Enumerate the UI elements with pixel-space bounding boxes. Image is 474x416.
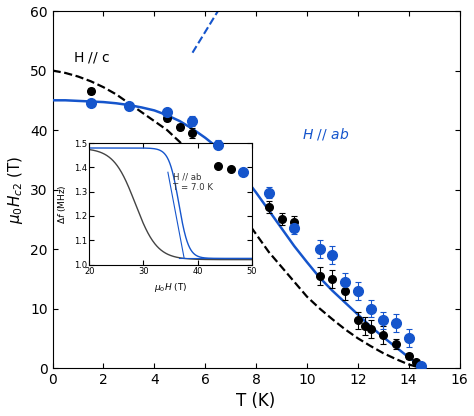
- X-axis label: T (K): T (K): [237, 392, 276, 411]
- Y-axis label: $\mu_0H_{c2}$ (T): $\mu_0H_{c2}$ (T): [6, 155, 25, 224]
- Text: H $//$ c: H $//$ c: [73, 50, 110, 65]
- Text: H $//$ ab: H $//$ ab: [302, 126, 349, 142]
